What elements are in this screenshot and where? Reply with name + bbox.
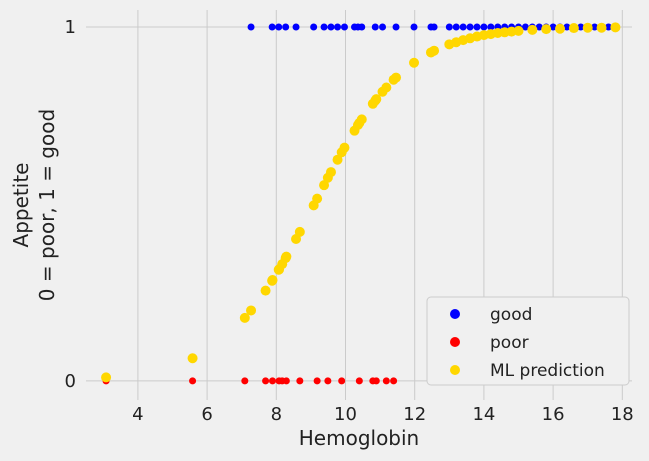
data-point [591,23,599,31]
legend-marker [450,309,460,319]
data-point [445,23,453,31]
data-point [239,312,250,323]
data-point [358,23,366,31]
data-point [527,24,538,35]
data-point [275,23,283,31]
x-tick-label: 10 [334,404,357,425]
data-point [582,22,593,33]
data-point [324,377,332,385]
series-ml-prediction [101,22,621,383]
data-point [312,193,323,204]
data-point [429,45,440,56]
y-axis-label-line1: Appetite [9,163,33,248]
legend-marker [450,365,460,375]
data-point [282,377,290,385]
data-point [480,23,488,31]
data-point [459,23,467,31]
data-point [340,23,348,31]
series-good [247,23,619,31]
x-tick-label: 18 [611,404,634,425]
data-point [268,377,276,385]
data-point [379,23,387,31]
data-point [332,154,343,165]
data-point [327,23,335,31]
data-point [604,23,612,31]
series-poor [102,377,398,385]
x-tick-label: 4 [132,404,143,425]
data-point [189,377,197,385]
data-point [325,167,336,178]
y-axis-label-line2: 0 = poor, 1 = good [35,109,59,301]
data-point [320,23,328,31]
data-point [296,377,304,385]
data-point [267,275,278,286]
data-point [381,82,392,93]
data-point [466,23,474,31]
legend-label: good [490,305,532,325]
data-point [521,23,529,31]
data-point [371,23,379,31]
x-tick-label: 8 [271,404,282,425]
legend-label: poor [490,333,529,353]
data-point [409,57,420,68]
data-point [513,25,524,36]
data-point [338,377,346,385]
data-point [563,23,571,31]
legend-label: ML prediction [490,361,605,381]
data-point [382,377,390,385]
data-point [390,377,398,385]
data-point [247,23,255,31]
data-point [541,24,552,35]
x-tick-labels: 4 6 8 10 12 14 16 18 [132,404,634,425]
data-point [292,23,300,31]
y-tick-label: 1 [65,17,76,38]
data-point [282,23,290,31]
data-point [410,23,418,31]
legend-marker [450,337,460,347]
data-point [568,23,579,34]
data-point [310,23,318,31]
data-point [187,353,198,364]
data-point [549,23,557,31]
data-point [430,23,438,31]
data-point [334,23,342,31]
y-tick-label: 0 [65,371,76,392]
x-tick-label: 16 [542,404,565,425]
data-point [487,23,495,31]
data-point [577,23,585,31]
data-point [246,305,257,316]
data-point [355,377,363,385]
x-tick-label: 6 [201,404,212,425]
data-point [452,23,460,31]
data-point [101,372,112,383]
data-point [262,377,270,385]
data-point [268,23,276,31]
y-tick-labels: 01 [65,17,76,392]
data-point [339,142,350,153]
data-point [391,72,402,83]
legend-box [426,296,630,386]
data-points [101,22,621,385]
data-point [555,23,566,34]
data-point [610,22,621,33]
data-point [392,23,400,31]
data-point [260,285,271,296]
data-point [596,22,607,33]
x-tick-label: 12 [403,404,426,425]
data-point [371,94,382,105]
legend: good poor ML prediction [426,296,630,386]
data-point [294,226,305,237]
data-point [319,180,330,191]
data-point [372,377,380,385]
data-point [281,251,292,262]
x-axis-label: Hemoglobin [299,426,419,450]
data-point [313,377,321,385]
data-point [241,377,249,385]
x-tick-label: 14 [472,404,495,425]
data-point [473,23,481,31]
data-point [535,23,543,31]
data-point [356,114,367,125]
